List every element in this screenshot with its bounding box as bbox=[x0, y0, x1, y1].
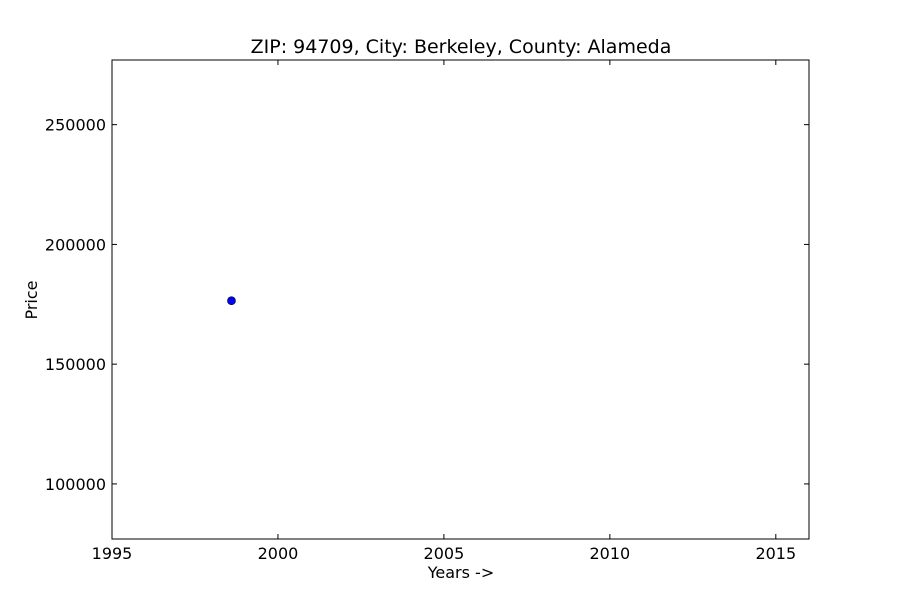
x-tick-label: 1995 bbox=[92, 544, 133, 563]
chart-title: ZIP: 94709, City: Berkeley, County: Alam… bbox=[251, 36, 672, 58]
plot-frame bbox=[111, 59, 810, 540]
x-axis-label: Years -> bbox=[427, 563, 494, 582]
points-layer bbox=[227, 296, 236, 305]
ticks-layer: 1995 2000 2005 2010 2015 100000 150000 200000 25… bbox=[45, 60, 809, 563]
x-tick-label: 2015 bbox=[755, 544, 796, 563]
y-tick-label: 250000 bbox=[45, 116, 106, 135]
x-tick-label: 2000 bbox=[258, 544, 299, 563]
x-tick-label: 2005 bbox=[424, 544, 465, 563]
y-axis-label: Price bbox=[22, 280, 41, 319]
x-tick-label: 2010 bbox=[589, 544, 630, 563]
y-tick-label: 150000 bbox=[45, 355, 106, 374]
data-point bbox=[227, 296, 236, 305]
y-tick-label: 100000 bbox=[45, 475, 106, 494]
y-tick-label: 200000 bbox=[45, 235, 106, 254]
